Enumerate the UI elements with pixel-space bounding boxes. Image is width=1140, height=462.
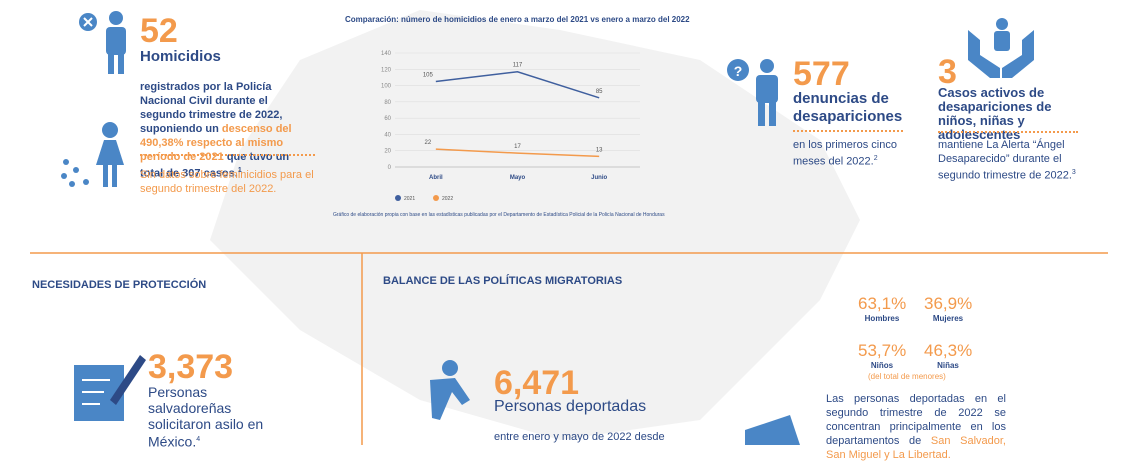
footnote: 4	[196, 436, 201, 443]
stat-label: Homicidios	[140, 48, 221, 65]
footnote: 3	[1071, 169, 1076, 176]
stat-label: Niñas	[937, 361, 959, 370]
stat-text: entre enero y mayo de 2022 desde	[494, 431, 665, 443]
icon-details	[82, 17, 110, 405]
stat-number: 3,373	[148, 348, 234, 386]
y-tick-label: 140	[381, 51, 392, 57]
stat-number: 6,471	[494, 364, 580, 402]
y-tick-label: 0	[388, 165, 392, 171]
stat-label: Casos activos de desapariciones de niños…	[938, 85, 1052, 142]
value-label: 17	[514, 144, 521, 150]
y-tick-label: 100	[381, 84, 392, 90]
legend-label: 2021	[404, 196, 415, 202]
series-line	[435, 148, 600, 158]
value-label: 117	[513, 63, 523, 69]
stat-value: 53,7%	[858, 341, 907, 360]
text: Las personas deportadas en el segundo tr…	[826, 393, 1006, 447]
background: ?	[30, 10, 1108, 445]
section-heading: NECESIDADES DE PROTECCIÓN	[32, 279, 207, 291]
section-heading: BALANCE DE LAS POLÍTICAS MIGRATORIAS	[383, 275, 623, 287]
map	[210, 10, 860, 440]
stat-text: Las personas deportadas en el segundo tr…	[826, 392, 1006, 462]
footnote: 1	[237, 167, 242, 174]
chart-title: Comparación: número de homicidios de ene…	[345, 15, 690, 24]
text: registrados por la Policía Nacional Civi…	[140, 81, 283, 135]
chart-source: Gráfico de elaboración propia con base e…	[333, 212, 665, 218]
x-tick-label: Abril	[429, 175, 443, 181]
x-tick-label: Mayo	[510, 175, 526, 181]
stat-label: Personas deportadas	[494, 398, 647, 415]
stat-label: Mujeres	[932, 314, 964, 323]
stat-number: 577	[793, 55, 850, 93]
stat-label: Niños	[870, 361, 894, 370]
stats-note: (del total de menores)	[868, 372, 946, 381]
text: en los primeros cinco meses del 2022.	[793, 139, 897, 168]
stat-value: 36,9%	[924, 294, 973, 313]
stat-text: registrados por la Policía Nacional Civi…	[140, 80, 315, 181]
x-tick-label: Junio	[591, 175, 607, 181]
line-chart: Comparación: número de homicidios de ene…	[333, 15, 690, 218]
y-tick-label: 20	[384, 149, 391, 155]
stat-number: 3	[938, 53, 957, 91]
stat-number: 52	[140, 12, 178, 50]
y-tick-label: 80	[384, 100, 391, 106]
page: ? 52 Homicidios registrados por la Polic…	[30, 10, 1108, 461]
separator	[140, 154, 315, 156]
stat-label: Personas salvadoreñas solicitaron asilo …	[148, 384, 288, 450]
y-tick-label: 60	[384, 116, 391, 122]
value-label: 85	[596, 89, 603, 95]
stat-text: Sin datos sobre feminicidios para el seg…	[140, 169, 314, 195]
text: Personas salvadoreñas solicitaron asilo …	[148, 384, 264, 450]
icons	[61, 11, 1034, 445]
y-tick-label: 120	[381, 67, 392, 73]
legend-marker	[433, 195, 439, 201]
stat-label: Hombres	[864, 314, 900, 323]
icon-mark: ?	[734, 63, 743, 79]
stat-label: denuncias de desapariciones	[793, 90, 903, 125]
stat-text: mantiene La Alerta “Ángel Desaparecido” …	[938, 138, 1078, 183]
value-label: 105	[423, 73, 434, 79]
y-tick-label: 40	[384, 132, 391, 138]
legend-marker	[395, 195, 401, 201]
value-label: 13	[596, 147, 603, 153]
value-label: 22	[424, 140, 431, 146]
stat-value: 63,1%	[858, 294, 907, 313]
stat-value: 46,3%	[924, 341, 973, 360]
separator	[793, 130, 903, 132]
series-line	[435, 70, 600, 99]
legend-label: 2022	[442, 196, 453, 202]
text: mantiene La Alerta “Ángel Desaparecido” …	[938, 139, 1072, 182]
separator	[938, 131, 1078, 133]
footnote: 2	[873, 155, 878, 162]
stat-text: en los primeros cinco meses del 2022.2	[793, 138, 898, 169]
